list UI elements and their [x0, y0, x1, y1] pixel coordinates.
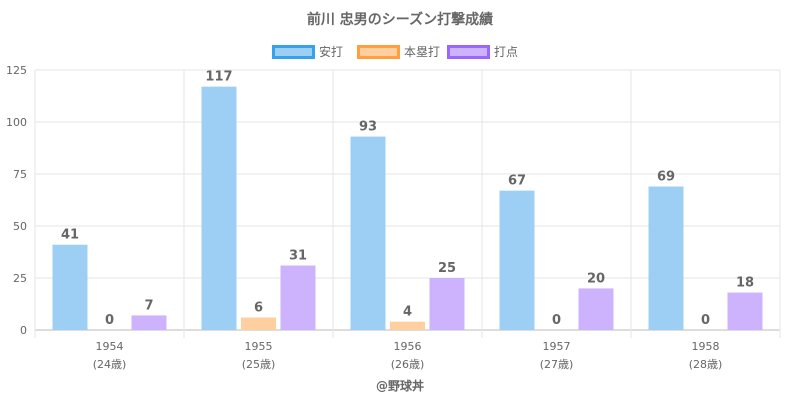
data-label: 31 — [289, 249, 307, 264]
data-label: 117 — [205, 70, 232, 85]
bar-安打-1954[interactable] — [52, 244, 88, 330]
bar-安打-1958[interactable] — [648, 186, 684, 330]
data-label: 20 — [587, 271, 605, 286]
data-label: 67 — [508, 174, 526, 189]
legend-label: 本塁打 — [404, 45, 440, 59]
data-label: 7 — [144, 298, 153, 313]
legend-swatch — [272, 45, 315, 59]
x-tick-label: 1957 — [543, 340, 571, 353]
bar-打点-1954[interactable] — [131, 315, 167, 330]
y-tick-label: 100 — [6, 116, 27, 129]
data-label: 41 — [61, 228, 79, 243]
legend-label: 安打 — [319, 44, 343, 59]
x-tick-label: 1954 — [96, 340, 124, 353]
x-tick-sublabel: (28歳) — [689, 358, 723, 371]
bar-打点-1957[interactable] — [578, 288, 614, 330]
data-label: 18 — [736, 276, 754, 291]
legend-item-1[interactable]: 本塁打 — [357, 45, 441, 59]
legend-swatch — [447, 45, 490, 59]
legend-item-2[interactable]: 打点 — [447, 45, 519, 59]
legend-item-0[interactable]: 安打 — [272, 44, 344, 59]
x-tick-sublabel: (26歳) — [391, 358, 425, 371]
data-label: 0 — [105, 313, 114, 328]
legend[interactable]: 安打 本塁打 打点 — [272, 44, 519, 59]
x-tick-label: 1956 — [394, 340, 422, 353]
y-tick-label: 50 — [13, 220, 27, 233]
y-tick-label: 0 — [20, 324, 27, 337]
grid: 0 25 50 75 100 125 1954 (24歳) 1955 (25歳) 1956 (26歳)… — [6, 64, 781, 371]
chart-title: 前川 忠男のシーズン打撃成績 — [307, 11, 493, 28]
bar-打点-1956[interactable] — [429, 278, 465, 330]
data-label: 69 — [657, 169, 675, 184]
data-label: 93 — [359, 120, 377, 135]
bar-本塁打-1955[interactable] — [241, 317, 276, 330]
bar-本塁打-1956[interactable] — [390, 321, 425, 330]
x-tick-sublabel: (27歳) — [540, 358, 574, 371]
x-tick-sublabel: (25歳) — [242, 358, 276, 371]
bar-打点-1955[interactable] — [280, 265, 316, 330]
bars: 41 0 7 117 6 31 93 4 25 67 0 20 69 0 18 — [52, 70, 763, 330]
data-label: 0 — [701, 313, 710, 328]
data-label: 25 — [438, 261, 456, 276]
footer-credit: @野球丼 — [376, 378, 424, 393]
x-tick-sublabel: (24歳) — [93, 358, 127, 371]
y-tick-label: 75 — [13, 168, 27, 181]
bar-安打-1955[interactable] — [201, 86, 237, 330]
data-label: 6 — [254, 301, 263, 316]
x-tick-label: 1958 — [692, 340, 720, 353]
bar-安打-1956[interactable] — [350, 136, 386, 330]
bar-安打-1957[interactable] — [499, 190, 535, 330]
bar-打点-1958[interactable] — [727, 292, 763, 330]
data-label: 0 — [552, 313, 561, 328]
data-label: 4 — [403, 305, 412, 320]
y-tick-label: 125 — [6, 64, 27, 77]
legend-label: 打点 — [494, 45, 518, 59]
y-tick-label: 25 — [13, 272, 27, 285]
legend-swatch — [357, 45, 400, 59]
x-tick-label: 1955 — [245, 340, 273, 353]
